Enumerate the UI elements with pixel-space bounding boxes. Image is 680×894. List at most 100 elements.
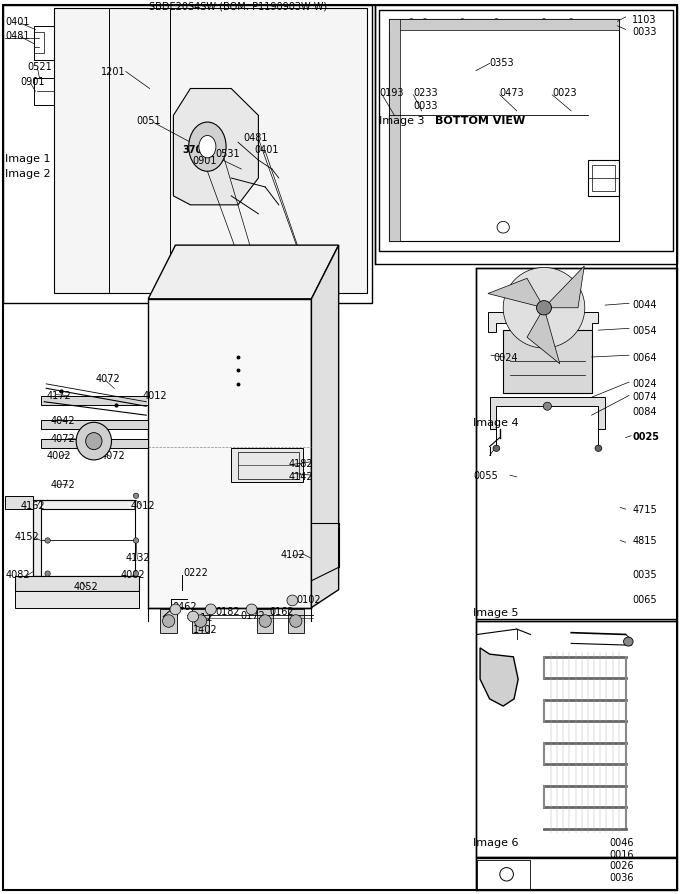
Ellipse shape: [246, 604, 257, 615]
Polygon shape: [527, 308, 560, 365]
Text: 4072: 4072: [51, 479, 75, 490]
Text: 4072: 4072: [95, 374, 120, 384]
Text: 4142: 4142: [288, 471, 313, 482]
Text: 4062: 4062: [121, 569, 146, 579]
Text: 0901: 0901: [20, 77, 45, 88]
Polygon shape: [231, 449, 303, 483]
Ellipse shape: [45, 538, 50, 544]
Text: 0172: 0172: [241, 610, 265, 620]
Polygon shape: [480, 648, 518, 706]
Text: Image 2: Image 2: [5, 168, 51, 179]
Text: 4002: 4002: [46, 451, 71, 461]
Ellipse shape: [76, 423, 112, 460]
Text: 4182: 4182: [288, 458, 313, 468]
Ellipse shape: [205, 604, 216, 615]
Ellipse shape: [259, 615, 271, 628]
Ellipse shape: [133, 493, 139, 499]
Polygon shape: [41, 420, 148, 429]
Polygon shape: [5, 496, 33, 510]
Text: 0401: 0401: [254, 145, 279, 156]
Text: 0521: 0521: [27, 62, 52, 72]
Polygon shape: [148, 299, 311, 608]
Ellipse shape: [543, 402, 551, 410]
Text: 4072: 4072: [51, 433, 75, 443]
Ellipse shape: [595, 446, 602, 452]
Polygon shape: [192, 610, 209, 633]
Text: 0901: 0901: [192, 156, 217, 166]
Polygon shape: [173, 89, 258, 206]
Text: 0054: 0054: [632, 325, 657, 336]
Text: 0531: 0531: [215, 148, 239, 159]
Ellipse shape: [133, 571, 139, 577]
Text: 0051: 0051: [136, 115, 160, 126]
Polygon shape: [41, 397, 148, 406]
Ellipse shape: [493, 446, 500, 452]
Text: 0353: 0353: [490, 57, 514, 68]
Polygon shape: [544, 266, 584, 308]
Text: 4072: 4072: [101, 451, 125, 461]
Ellipse shape: [133, 538, 139, 544]
Ellipse shape: [503, 268, 585, 349]
Polygon shape: [257, 610, 273, 633]
Text: 0055: 0055: [473, 470, 498, 481]
Polygon shape: [488, 279, 544, 308]
Ellipse shape: [170, 604, 181, 615]
Text: 0481: 0481: [243, 132, 268, 143]
Text: 0222: 0222: [184, 567, 209, 578]
Text: 0182: 0182: [215, 606, 239, 617]
Text: 4152: 4152: [15, 531, 39, 542]
Text: Image 1: Image 1: [5, 154, 51, 164]
Polygon shape: [160, 610, 177, 633]
Text: 0462: 0462: [173, 601, 197, 611]
Text: 3701: 3701: [182, 145, 209, 156]
Polygon shape: [503, 331, 592, 393]
Polygon shape: [488, 313, 517, 333]
Ellipse shape: [537, 301, 551, 316]
Text: 0044: 0044: [632, 299, 657, 310]
Text: 0026: 0026: [609, 860, 634, 871]
Polygon shape: [389, 20, 400, 241]
Text: 0033: 0033: [413, 100, 438, 111]
Ellipse shape: [189, 123, 226, 173]
Text: 0233: 0233: [413, 88, 438, 98]
Polygon shape: [15, 592, 139, 608]
Text: 4102: 4102: [280, 549, 305, 560]
Text: 4172: 4172: [46, 390, 71, 401]
Text: 0473: 0473: [500, 88, 524, 98]
Text: 0084: 0084: [632, 406, 657, 417]
Polygon shape: [571, 313, 598, 333]
Text: SBDE20S4SW (BOM: P1190903W W): SBDE20S4SW (BOM: P1190903W W): [149, 2, 327, 12]
Text: 0162: 0162: [269, 606, 294, 617]
Text: 0193: 0193: [379, 88, 404, 98]
Text: 4715: 4715: [632, 504, 657, 515]
Polygon shape: [54, 9, 367, 293]
Text: 0065: 0065: [632, 594, 657, 604]
Polygon shape: [15, 577, 139, 592]
Ellipse shape: [86, 434, 102, 451]
Text: BOTTOM VIEW: BOTTOM VIEW: [435, 115, 526, 126]
Ellipse shape: [188, 611, 199, 622]
Text: Image 3: Image 3: [379, 115, 425, 126]
Polygon shape: [33, 501, 135, 577]
Text: 0481: 0481: [5, 30, 30, 41]
Polygon shape: [490, 398, 605, 429]
Text: 0024: 0024: [494, 352, 518, 363]
Text: 0102: 0102: [296, 594, 321, 604]
Text: 1103: 1103: [632, 14, 657, 25]
Text: 4082: 4082: [5, 569, 30, 579]
Polygon shape: [41, 440, 148, 449]
Text: 4012: 4012: [143, 390, 167, 401]
Text: 4012: 4012: [131, 500, 155, 510]
Text: 0046: 0046: [609, 837, 634, 848]
Text: 0401: 0401: [5, 17, 30, 28]
Polygon shape: [311, 246, 339, 608]
Ellipse shape: [163, 615, 175, 628]
Text: 0024: 0024: [632, 378, 657, 389]
Text: 4052: 4052: [73, 581, 98, 592]
Ellipse shape: [290, 615, 302, 628]
Ellipse shape: [45, 571, 50, 577]
Text: 0025: 0025: [632, 431, 660, 442]
Text: 4815: 4815: [632, 536, 657, 546]
Text: 0035: 0035: [632, 569, 657, 579]
Text: 4132: 4132: [126, 552, 150, 563]
